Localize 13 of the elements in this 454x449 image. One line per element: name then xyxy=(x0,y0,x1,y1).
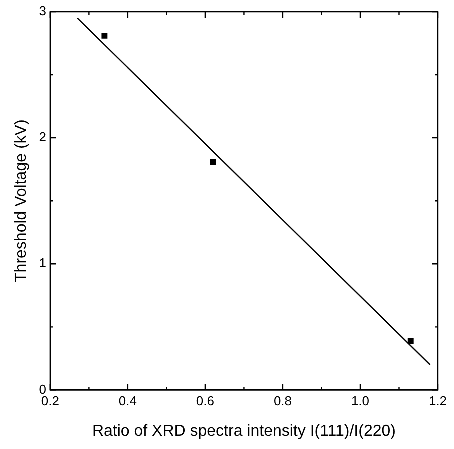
y-tick-label: 2 xyxy=(39,130,46,145)
x-tick-label: 1.0 xyxy=(351,394,370,409)
y-tick-label: 1 xyxy=(39,256,46,271)
y-axis-title: Threshold Voltage (kV) xyxy=(13,120,30,282)
point xyxy=(408,338,414,344)
x-tick-label: 0.4 xyxy=(118,394,137,409)
y-tick-label: 3 xyxy=(39,4,46,19)
x-axis-title: Ratio of XRD spectra intensity I(111)/I(220) xyxy=(92,422,396,440)
point xyxy=(102,32,108,39)
x-tick-label: 1.2 xyxy=(428,394,448,409)
point xyxy=(210,159,216,165)
x-tick-label: 0.8 xyxy=(274,394,292,409)
x-tick-label: 0.6 xyxy=(196,394,214,409)
